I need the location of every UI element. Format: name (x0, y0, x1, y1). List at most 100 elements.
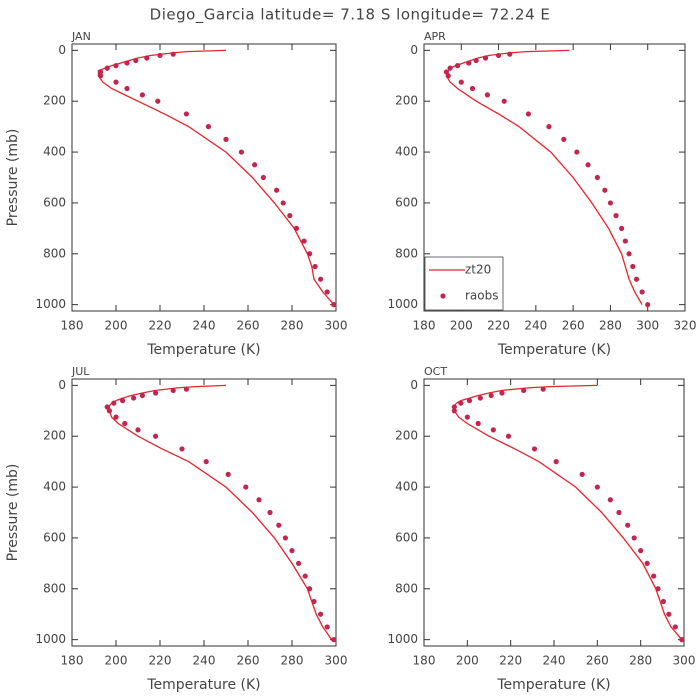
x-axis-label: Temperature (K) (497, 342, 611, 358)
x-tick-label: 200 (450, 319, 473, 333)
x-tick-label: 260 (562, 319, 585, 333)
raobs-point (525, 111, 532, 117)
profile-line (97, 49, 335, 306)
raobs-point (443, 69, 449, 75)
raobs-point (307, 586, 313, 592)
raobs-point (225, 471, 231, 477)
raobs-point (205, 124, 211, 130)
y-tick-label: 400 (43, 145, 66, 159)
raobs-point (223, 136, 229, 142)
raobs-point (243, 484, 249, 490)
plot-frame (71, 378, 337, 647)
raobs-point (531, 446, 538, 452)
y-tick-label: 400 (395, 480, 418, 494)
raobs-point (183, 386, 189, 392)
raobs-point (546, 124, 552, 130)
raobs-point (619, 225, 625, 231)
raobs-point (574, 149, 580, 155)
raobs-point (135, 427, 141, 433)
y-tick-label: 400 (43, 480, 66, 494)
x-tick-label: 260 (586, 654, 609, 668)
raobs-point (458, 400, 464, 406)
raobs-point (631, 535, 637, 541)
x-tick-label: 220 (487, 319, 510, 333)
x-tick-label: 320 (674, 319, 697, 333)
raobs-point (626, 251, 632, 257)
raobs-point (666, 611, 672, 617)
raobs-point (252, 162, 258, 168)
y-axis-label: Pressure (mb) (5, 129, 21, 227)
x-tick-label: 180 (413, 319, 436, 333)
x-tick-label: 220 (499, 654, 522, 668)
raobs-point (98, 73, 104, 79)
raobs-point (238, 149, 244, 155)
profile-line (453, 384, 683, 641)
raobs-point (622, 238, 628, 244)
raobs-point (311, 598, 317, 605)
x-tick-label: 240 (193, 319, 216, 333)
raobs-point (475, 420, 481, 427)
y-tick-label: 0 (58, 378, 66, 392)
raobs-point (607, 497, 613, 503)
raobs-point (644, 560, 650, 566)
raobs-point (458, 79, 464, 85)
y-tick-label: 200 (43, 94, 66, 108)
raobs-point (307, 251, 313, 257)
plot-frame (71, 43, 337, 312)
raobs-point (318, 611, 324, 617)
y-tick-label: 200 (395, 94, 418, 108)
raobs-point (170, 51, 176, 57)
raobs-point (466, 398, 473, 404)
x-axis-label: Temperature (K) (146, 342, 260, 358)
panel-label: JUL (71, 365, 90, 378)
raobs-point (454, 63, 461, 69)
raobs-point (447, 65, 453, 71)
raobs-point (324, 624, 330, 630)
raobs-point (679, 637, 685, 643)
y-tick-label: 1000 (35, 632, 66, 646)
raobs-point (579, 471, 585, 477)
raobs-point (324, 289, 330, 295)
raobs-point (318, 276, 324, 282)
x-tick-label: 220 (149, 654, 172, 668)
raobs-point (133, 57, 139, 64)
raobs-point (144, 55, 150, 61)
x-tick-label: 220 (149, 319, 172, 333)
raobs-point (499, 390, 505, 396)
raobs-point (630, 263, 636, 270)
raobs-point (104, 65, 110, 71)
raobs-point (660, 598, 667, 605)
raobs-point (157, 52, 163, 59)
raobs-point (561, 136, 567, 142)
raobs-point (482, 55, 489, 61)
x-tick-label: 300 (636, 319, 659, 333)
y-tick-label: 1000 (35, 297, 66, 311)
y-tick-label: 200 (395, 429, 418, 443)
raobs-point (473, 57, 479, 64)
raobs-point (296, 560, 302, 566)
x-tick-label: 280 (281, 654, 304, 668)
y-tick-label: 800 (43, 246, 66, 260)
raobs-point (501, 98, 507, 104)
legend-label: zt20 (465, 263, 491, 277)
x-tick-label: 280 (629, 654, 652, 668)
raobs-point (113, 79, 119, 85)
raobs-point (672, 624, 678, 630)
y-tick-label: 1000 (387, 297, 418, 311)
raobs-point (203, 459, 209, 465)
legend-label: raobs (465, 289, 499, 303)
raobs-point (594, 484, 600, 490)
raobs-point (106, 408, 112, 414)
legend-box (424, 256, 504, 311)
x-tick-label: 180 (413, 654, 436, 668)
raobs-point (113, 63, 119, 69)
x-tick-label: 260 (237, 654, 260, 668)
raobs-point (553, 459, 559, 465)
x-axis-label: Temperature (K) (496, 677, 610, 693)
raobs-point (267, 509, 273, 516)
y-tick-label: 400 (395, 145, 418, 159)
raobs-point (505, 433, 512, 439)
x-tick-label: 280 (599, 319, 622, 333)
raobs-point (124, 85, 130, 92)
